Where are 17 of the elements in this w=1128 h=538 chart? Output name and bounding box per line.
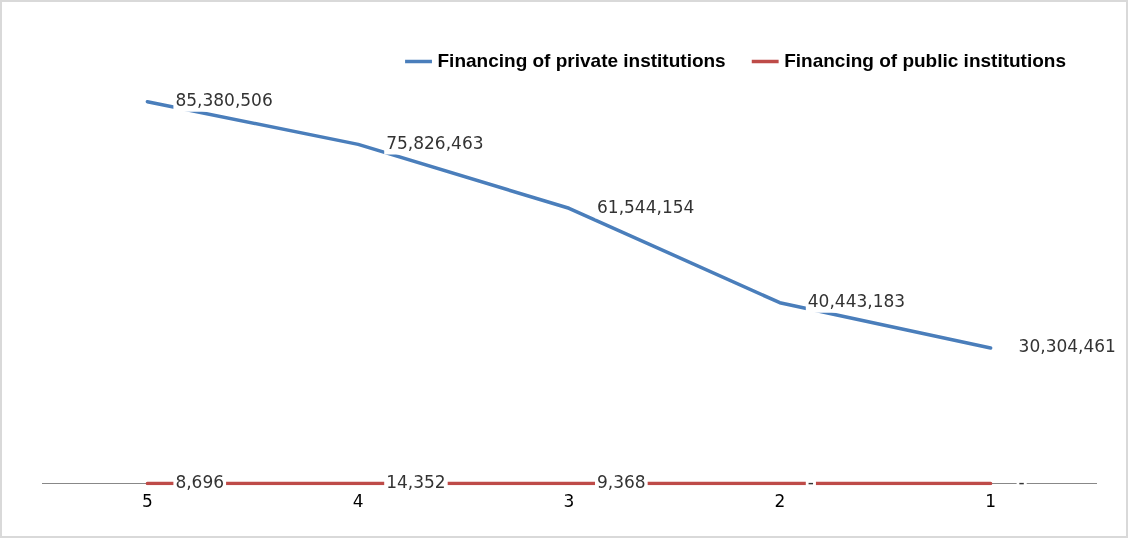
data-label: 85,380,506 <box>175 90 273 111</box>
x-tick-label: 2 <box>774 491 786 512</box>
data-label: 75,826,463 <box>386 132 484 153</box>
data-label: 61,544,154 <box>597 196 695 217</box>
x-tick-label: 4 <box>352 491 364 512</box>
legend-label: Financing of public institutions <box>784 49 1066 71</box>
data-label: 30,304,461 <box>1018 336 1116 357</box>
data-label: 8,696 <box>175 471 225 492</box>
data-label: 9,368 <box>597 471 646 492</box>
data-label: - <box>807 472 814 493</box>
data-label: - <box>1018 472 1025 493</box>
x-tick-label: 5 <box>141 491 153 512</box>
data-label: 14,352 <box>386 471 446 492</box>
data-label: 40,443,183 <box>807 291 906 312</box>
x-tick-label: 3 <box>563 491 575 512</box>
x-tick-label: 1 <box>985 491 997 512</box>
legend-label: Financing of private institutions <box>437 49 726 71</box>
